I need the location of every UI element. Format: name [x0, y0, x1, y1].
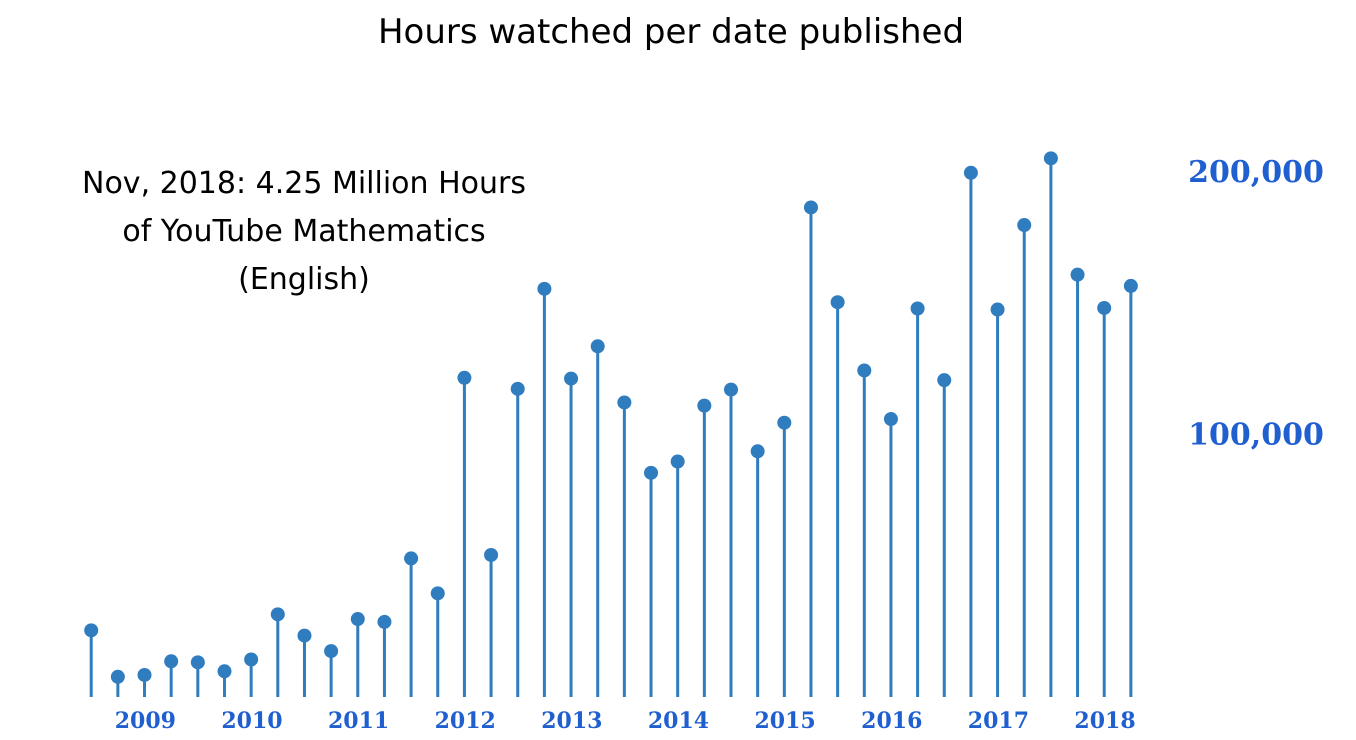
lollipop-marker-2: [110, 669, 125, 684]
lollipop-marker-16: [484, 547, 499, 562]
annotation-line-3: (English): [238, 262, 370, 297]
lollipop-marker-4: [164, 654, 179, 669]
lollipop-marker-14: [430, 586, 445, 601]
x-tick-label-2010: 2010: [221, 708, 282, 734]
chart-title: Hours watched per date published: [377, 12, 965, 52]
lollipop-marker-31: [883, 412, 898, 427]
lollipop-marker-24: [697, 398, 712, 413]
lollipop-marker-37: [1043, 151, 1058, 166]
x-tick-label-2009: 2009: [115, 708, 176, 734]
chart-annotation: Nov, 2018: 4.25 Million Hours of YouTube…: [40, 160, 568, 304]
lollipop-marker-13: [404, 551, 419, 566]
lollipop-marker-5: [190, 655, 205, 670]
lollipop-marker-34: [963, 165, 978, 180]
lollipop-marker-33: [937, 373, 952, 388]
x-tick-label-2017: 2017: [968, 708, 1029, 734]
lollipop-marker-15: [457, 370, 472, 385]
lollipop-marker-10: [324, 644, 339, 659]
annotation-line-2: of YouTube Mathematics: [122, 214, 486, 249]
lollipop-marker-36: [1017, 218, 1032, 233]
lollipop-marker-28: [803, 200, 818, 215]
lollipop-marker-40: [1123, 278, 1138, 293]
x-tick-label-2015: 2015: [755, 708, 816, 734]
lollipop-marker-20: [590, 339, 605, 354]
lollipop-marker-19: [564, 371, 579, 386]
lollipop-marker-11: [350, 612, 365, 627]
x-tick-label-2016: 2016: [861, 708, 922, 734]
x-tick-label-2011: 2011: [328, 708, 389, 734]
stems-group: [89, 158, 1133, 697]
y-tick-labels: 100,000 200,000: [1188, 155, 1324, 453]
lollipop-marker-23: [670, 454, 685, 469]
lollipop-marker-38: [1070, 267, 1085, 282]
lollipop-marker-35: [990, 302, 1005, 317]
y-tick-label-100000: 100,000: [1188, 418, 1324, 453]
x-tick-label-2013: 2013: [541, 708, 602, 734]
x-tick-labels: 2009 2010 2011 2012 2013 2014 2015 2016 2017 2018: [115, 708, 1136, 734]
lollipop-marker-12: [377, 614, 392, 629]
lollipop-marker-32: [910, 301, 925, 316]
lollipop-marker-39: [1097, 300, 1112, 315]
lollipop-marker-22: [644, 465, 659, 480]
lollipop-marker-30: [857, 363, 872, 378]
lollipop-marker-3: [137, 667, 152, 682]
lollipop-marker-27: [777, 415, 792, 430]
markers-group: [84, 151, 1138, 684]
lollipop-marker-7: [244, 652, 259, 667]
lollipop-marker-9: [297, 628, 312, 643]
x-tick-label-2018: 2018: [1074, 708, 1135, 734]
lollipop-marker-8: [270, 607, 285, 622]
lollipop-marker-26: [750, 444, 765, 459]
x-tick-label-2014: 2014: [648, 708, 709, 734]
lollipop-marker-21: [617, 395, 632, 410]
lollipop-marker-17: [510, 381, 525, 396]
lollipop-marker-29: [830, 295, 845, 310]
lollipop-marker-25: [723, 382, 738, 397]
annotation-line-1: Nov, 2018: 4.25 Million Hours: [82, 166, 526, 201]
x-tick-label-2012: 2012: [435, 708, 496, 734]
lollipop-marker-1: [84, 623, 99, 638]
y-tick-label-200000: 200,000: [1188, 155, 1324, 190]
lollipop-marker-18: [537, 281, 552, 296]
lollipop-marker-6: [217, 664, 232, 679]
